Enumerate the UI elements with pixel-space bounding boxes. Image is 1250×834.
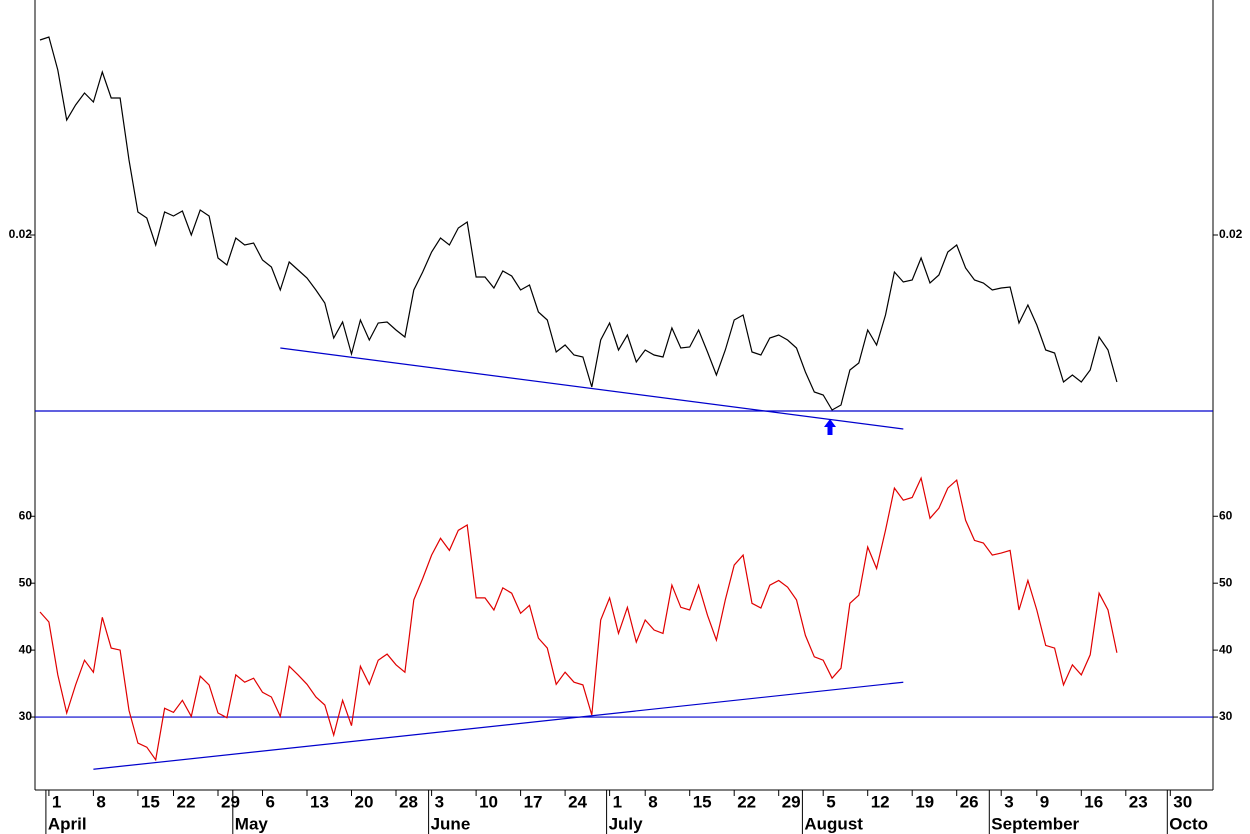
x-axis-labels: 1 8 15 22 29 6 13 20 28 3 10 17 24 1 8 15 22 29 5 12 19 26 3 9 1…: [45, 790, 1208, 834]
y-tick-label: 0.02: [9, 227, 33, 241]
x-tick-label: 8: [648, 792, 657, 811]
month-label: September: [991, 814, 1079, 833]
x-tick-label: 3: [435, 792, 444, 811]
x-tick-label: 5: [826, 792, 835, 811]
y-tick-label: 60: [19, 508, 33, 522]
y-tick-label: 50: [19, 575, 33, 589]
price-line: [39, 36, 1118, 411]
y-tick-label: 40: [19, 642, 33, 656]
x-tick-label: 8: [96, 792, 105, 811]
x-tick-label: 12: [871, 792, 890, 811]
x-tick-label: 17: [524, 792, 543, 811]
x-tick-label: 6: [266, 792, 275, 811]
arrow-marker: [824, 419, 836, 435]
x-tick-label: 30: [1173, 792, 1192, 811]
month-label: Octo: [1169, 814, 1208, 833]
y-tick-label: 30: [1219, 709, 1233, 723]
x-tick-label: 24: [568, 792, 587, 811]
trend-line: [280, 347, 904, 430]
y-tick-label: 60: [1219, 508, 1233, 522]
y-tick-label: 0.02: [1219, 227, 1243, 241]
month-label: July: [609, 814, 644, 833]
x-tick-label: 1: [52, 792, 61, 811]
x-tick-label: 29: [221, 792, 240, 811]
price-line: [39, 476, 1118, 762]
x-tick-label: 28: [399, 792, 418, 811]
x-tick-label: 19: [915, 792, 934, 811]
x-tick-label: 22: [737, 792, 756, 811]
x-tick-label: 15: [141, 792, 160, 811]
month-label: May: [235, 814, 269, 833]
x-tick-label: 26: [960, 792, 979, 811]
month-label: April: [48, 814, 87, 833]
x-tick-label: 20: [355, 792, 374, 811]
y-tick-label: 30: [19, 709, 33, 723]
month-label: June: [431, 814, 471, 833]
x-tick-label: 3: [1004, 792, 1013, 811]
x-tick-label: 22: [177, 792, 196, 811]
x-tick-label: 16: [1084, 792, 1103, 811]
trend-line: [93, 681, 904, 770]
y-tick-label: 40: [1219, 642, 1233, 656]
x-tick-label: 23: [1129, 792, 1148, 811]
x-tick-label: 9: [1040, 792, 1049, 811]
y-tick-label: 50: [1219, 575, 1233, 589]
x-tick-label: 1: [613, 792, 622, 811]
x-tick-label: 10: [479, 792, 498, 811]
x-tick-label: 13: [310, 792, 329, 811]
x-tick-label: 15: [693, 792, 712, 811]
month-label: August: [804, 814, 863, 833]
x-tick-label: 29: [782, 792, 801, 811]
